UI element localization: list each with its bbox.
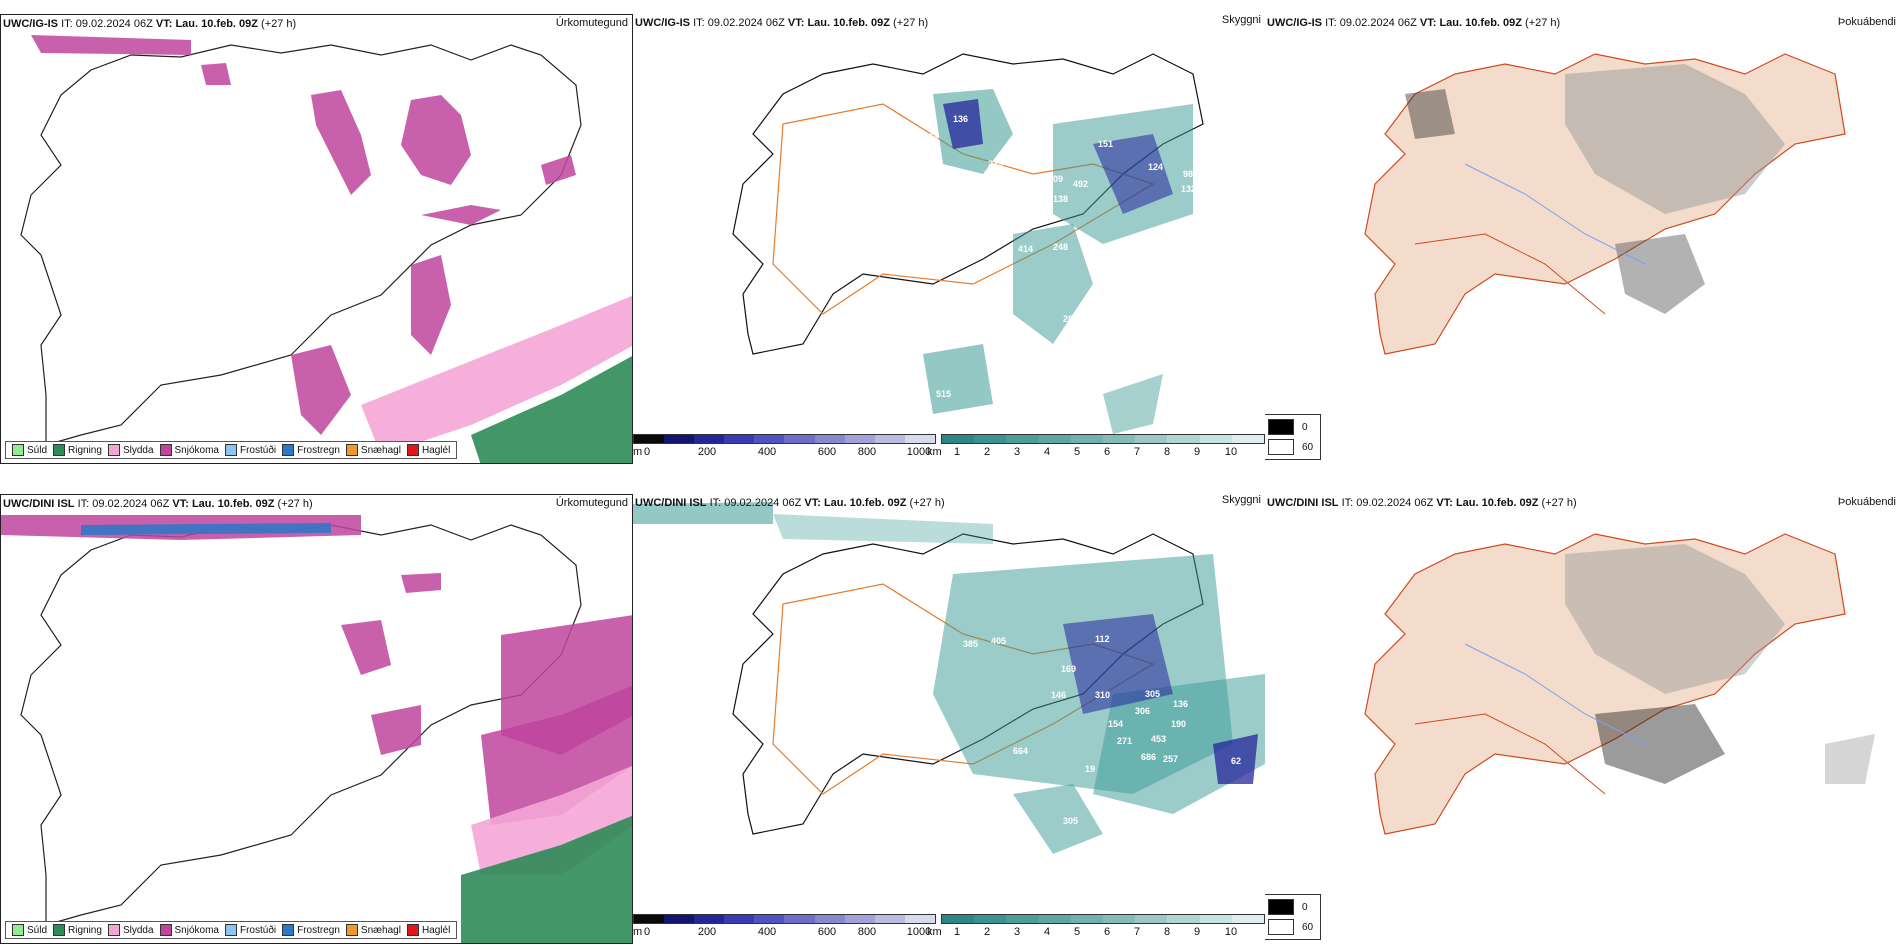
- field-name: Þokuábendi: [1837, 16, 1896, 28]
- visibility-color-strip: [941, 434, 1265, 444]
- visibility-color-strip: [941, 914, 1265, 924]
- field-name: Úrkomutegund: [555, 17, 628, 29]
- field-name: Úrkomutegund: [555, 497, 628, 509]
- cloud-map-bottom: [633, 502, 1265, 854]
- cloud-map-top: [732, 53, 1204, 434]
- legend-item: Haglél: [406, 444, 450, 456]
- panel-header: UWC/IG-IS IT: 09.02.2024 06Z VT: Lau. 10…: [635, 17, 929, 29]
- legend-swatch-rain: [53, 444, 66, 456]
- fog-panel-top: UWC/IG-IS IT: 09.02.2024 06Z VT: Lau. 10…: [1265, 14, 1900, 464]
- field-name: Þokuábendi: [1837, 496, 1896, 508]
- legend-swatch-black: [1268, 899, 1294, 915]
- legend-item: Frostregn: [282, 924, 340, 936]
- visibility-colorbar: km 1 2 3 4 5 6 7 8 9 10: [927, 914, 1265, 944]
- precip-map-top: [20, 35, 632, 463]
- legend-item: Snjókoma: [159, 444, 219, 456]
- legend-swatch-freezing-rain: [282, 924, 295, 936]
- precip-legend: Súld Rigning Slydda Snjókoma Frostúði Fr…: [5, 441, 458, 459]
- height-unit: m: [633, 446, 643, 458]
- legend-swatch-freezing-drizzle: [224, 924, 237, 936]
- field-name: Skyggni: [1221, 494, 1261, 506]
- field-name: Skyggni: [1221, 14, 1261, 26]
- fog-map-top: [1364, 53, 1846, 355]
- legend-swatch-snow: [159, 444, 172, 456]
- legend-swatch-white: [1268, 439, 1294, 455]
- legend-swatch-hail: [406, 924, 419, 936]
- legend-swatch-snow-pellets: [345, 444, 358, 456]
- height-ticks: 0 200 400 600 800 1000: [643, 446, 932, 458]
- height-colorbar: m 0 200 400 600 800 1000: [633, 434, 936, 464]
- precip-type-panel-top: UWC/IG-IS IT: 09.02.2024 06Z VT: Lau. 10…: [0, 14, 633, 464]
- height-ticks: 0 200 400 600 800 1000: [643, 926, 932, 938]
- height-colorbar: m 0 200 400 600 800 1000: [633, 914, 936, 944]
- height-unit: m: [633, 926, 643, 938]
- legend-item: Rigning: [53, 444, 102, 456]
- visibility-unit: km: [927, 446, 942, 458]
- legend-swatch-snow: [159, 924, 172, 936]
- legend-swatch-freezing-drizzle: [224, 444, 237, 456]
- visibility-ticks: 1 2 3 4 5 6 7 8 9 10: [953, 926, 1238, 938]
- legend-swatch-sleet: [107, 444, 120, 456]
- fog-legend: 0 60: [1265, 894, 1321, 940]
- legend-item: Snjókoma: [159, 924, 219, 936]
- visibility-colorbar: km 1 2 3 4 5 6 7 8 9 10: [927, 434, 1265, 464]
- legend-item: Slydda: [107, 444, 154, 456]
- legend-swatch-white: [1268, 919, 1294, 935]
- height-color-strip: [633, 434, 936, 444]
- legend-swatch-sleet: [107, 924, 120, 936]
- legend-item: Snæhagl: [345, 924, 401, 936]
- panel-header: UWC/IG-IS IT: 09.02.2024 06Z VT: Lau. 10…: [1267, 17, 1561, 29]
- legend-swatch-freezing-rain: [282, 444, 295, 456]
- panel-header: UWC/DINI ISL IT: 09.02.2024 06Z VT: Lau.…: [1267, 497, 1577, 509]
- legend-item: Frostúði: [224, 924, 276, 936]
- legend-item: Frostúði: [224, 444, 276, 456]
- panel-header: UWC/IG-IS IT: 09.02.2024 06Z VT: Lau. 10…: [3, 18, 297, 30]
- precip-map-bottom: [1, 515, 632, 943]
- legend-swatch-black: [1268, 419, 1294, 435]
- legend-item: Rigning: [53, 924, 102, 936]
- panel-header: UWC/DINI ISL IT: 09.02.2024 06Z VT: Lau.…: [635, 497, 945, 509]
- legend-item: Súld: [12, 924, 47, 936]
- legend-swatch-drizzle: [12, 924, 24, 936]
- legend-item: Slydda: [107, 924, 154, 936]
- legend-item: Haglél: [406, 924, 450, 936]
- panel-header: UWC/DINI ISL IT: 09.02.2024 06Z VT: Lau.…: [3, 498, 313, 510]
- cloud-panel-top: UWC/IG-IS IT: 09.02.2024 06Z VT: Lau. 10…: [633, 14, 1265, 464]
- legend-item: Snæhagl: [345, 444, 401, 456]
- legend-item: Súld: [12, 444, 47, 456]
- legend-item: Frostregn: [282, 444, 340, 456]
- fog-panel-bottom: UWC/DINI ISL IT: 09.02.2024 06Z VT: Lau.…: [1265, 494, 1900, 944]
- precip-type-panel-bottom: UWC/DINI ISL IT: 09.02.2024 06Z VT: Lau.…: [0, 494, 633, 944]
- legend-swatch-hail: [406, 444, 419, 456]
- legend-swatch-rain: [53, 924, 66, 936]
- precip-legend: Súld Rigning Slydda Snjókoma Frostúði Fr…: [5, 921, 458, 939]
- cloud-panel-bottom: UWC/DINI ISL IT: 09.02.2024 06Z VT: Lau.…: [633, 494, 1265, 944]
- visibility-ticks: 1 2 3 4 5 6 7 8 9 10: [953, 446, 1238, 458]
- legend-swatch-drizzle: [12, 444, 24, 456]
- visibility-unit: km: [927, 926, 942, 938]
- height-color-strip: [633, 914, 936, 924]
- fog-map-bottom: [1364, 533, 1875, 835]
- legend-swatch-snow-pellets: [345, 924, 358, 936]
- fog-legend: 0 60: [1265, 414, 1321, 460]
